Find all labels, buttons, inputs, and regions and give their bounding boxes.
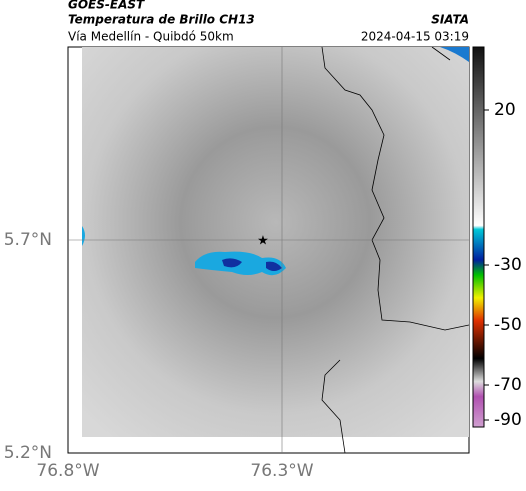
longitude-label: 76.8°W [36,461,99,481]
colorbar-label: -70 [494,375,522,395]
cold-cloud [82,226,85,246]
agency: SIATA [431,13,469,27]
source: GOES-EAST [68,0,145,12]
satellite-image [82,47,469,437]
timestamp: 2024-04-15 03:19 [361,30,469,44]
colorbar-label: -90 [494,410,522,430]
latitude-label: 5.7°N [4,230,52,250]
colorbar-label: -30 [494,255,522,275]
location-star: ★ [257,234,269,249]
cold-core [222,258,282,271]
longitude-label: 76.3°W [250,461,313,481]
subtitle: Vía Medellín - Quibdó 50km [68,30,234,44]
cold-cloud [440,47,469,62]
colorbar-label: 20 [494,100,516,120]
colorbar-label: -50 [494,315,522,335]
colorbar [472,46,485,428]
title: Temperatura de Brillo CH13 [68,13,255,27]
boundary [321,46,470,454]
latitude-label: 5.2°N [4,443,52,463]
